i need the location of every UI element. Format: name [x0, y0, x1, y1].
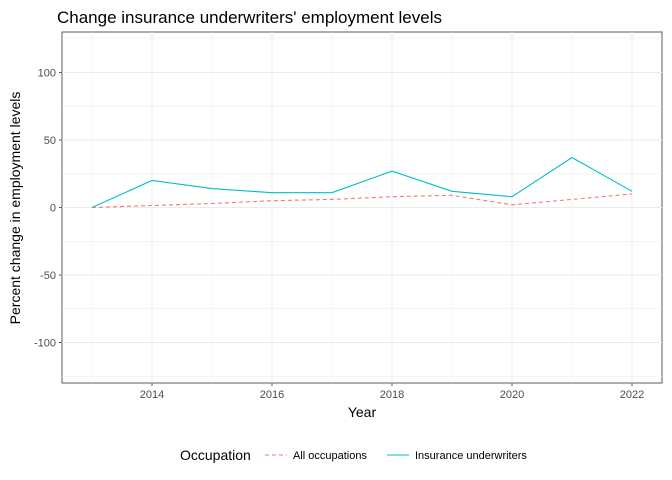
legend-label-insurance-underwriters: Insurance underwriters [415, 450, 527, 462]
legend-title: Occupation [180, 447, 251, 463]
x-tick-label: 2020 [500, 389, 524, 401]
axis-labels: 2014 2016 2018 2020 2022 -100 -50 0 50 100 [34, 68, 644, 402]
y-tick-label: -50 [40, 270, 56, 282]
y-axis-title: Percent change in employment levels [7, 92, 23, 325]
legend: Occupation All occupations Insurance unde… [180, 447, 527, 463]
chart-title: Change insurance underwriters' employmen… [57, 8, 442, 27]
y-tick-label: 50 [44, 135, 56, 147]
series-line-insurance-underwriters [91, 156, 633, 209]
series-lines [91, 156, 633, 209]
series-line-all-occupations [91, 193, 633, 209]
x-tick-label: 2022 [620, 389, 644, 401]
y-tick-label: 0 [50, 203, 56, 215]
x-tick-label: 2016 [260, 389, 284, 401]
x-axis-title: Year [348, 404, 377, 420]
x-tick-label: 2014 [140, 389, 164, 401]
legend-label-all-occupations: All occupations [293, 450, 367, 462]
y-tick-label: -100 [34, 338, 56, 350]
y-tick-label: 100 [38, 68, 56, 80]
grid-lines [62, 32, 662, 383]
x-tick-label: 2018 [380, 389, 404, 401]
